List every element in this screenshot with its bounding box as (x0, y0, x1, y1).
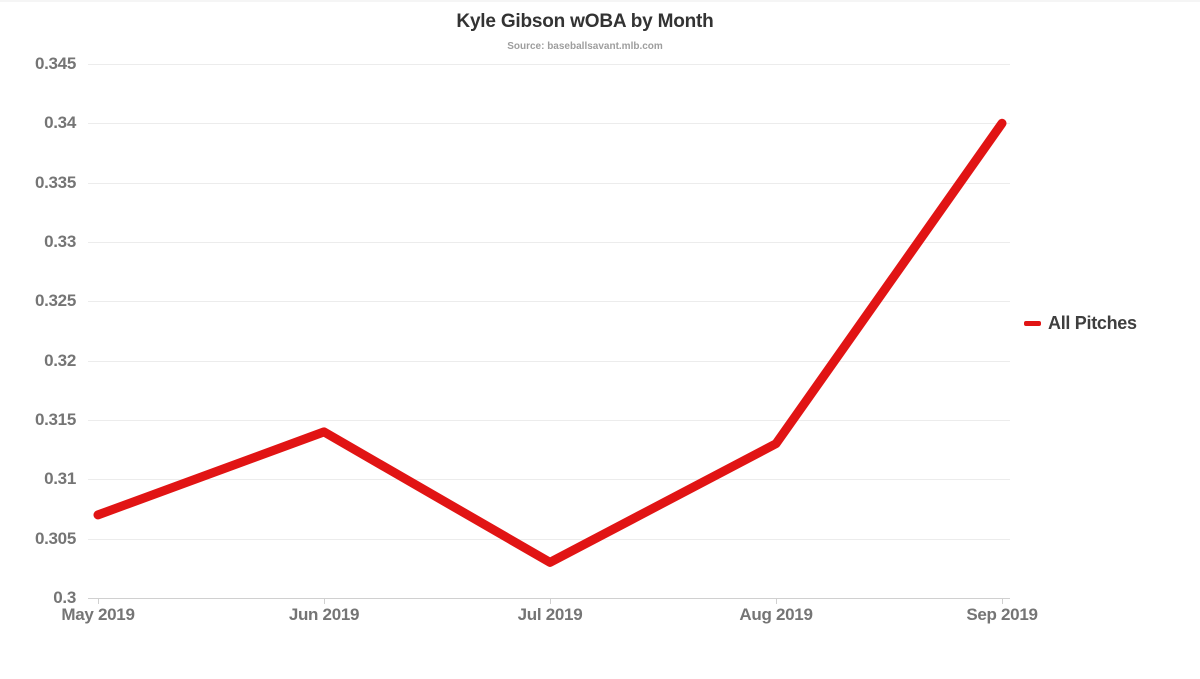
gridline (88, 360, 1010, 362)
x-axis-tick (550, 598, 551, 604)
y-axis-tick-label: 0.31 (44, 469, 76, 489)
x-axis-tick-label: Aug 2019 (739, 605, 813, 624)
y-axis-tick-label: 0.34 (44, 113, 76, 133)
y-axis-tick-label: 0.305 (34, 528, 76, 548)
series-line-all-pitches (93, 118, 1007, 567)
y-axis-tick-label: 0.345 (34, 54, 76, 73)
gridline (88, 242, 1010, 243)
gridline (88, 301, 1010, 303)
x-axis-tick (776, 598, 777, 604)
chart-title: Kyle Gibson wOBA by Month (456, 11, 714, 32)
gridline (88, 479, 1010, 481)
x-axis-tick (1002, 598, 1003, 604)
line-series-all-pitches (93, 118, 1007, 567)
x-axis-line (88, 598, 1010, 599)
x-axis-tick-label: Jul 2019 (517, 605, 583, 624)
y-axis-tick-label: 0.335 (34, 172, 76, 192)
gridline (88, 64, 1010, 65)
gridline (88, 123, 1010, 125)
y-axis-tick-label: 0.33 (44, 232, 76, 251)
plot-area (88, 64, 1010, 604)
gridline (88, 182, 1010, 184)
x-axis-tick (98, 598, 99, 604)
y-axis-tick-label: 0.3 (53, 588, 76, 607)
legend-dash-marker-icon (1024, 320, 1041, 326)
legend: All Pitches (1024, 312, 1137, 334)
y-axis-tick-label: 0.325 (34, 291, 76, 311)
gridline (88, 420, 1010, 421)
chart-source-subtitle: Source: baseballsavant.mlb.com (507, 41, 663, 52)
x-axis-tick-label: Jun 2019 (288, 605, 360, 624)
y-axis-tick-label: 0.32 (44, 350, 76, 370)
x-axis-tick-label: Sep 2019 (966, 605, 1038, 624)
gridline (88, 538, 1010, 540)
x-axis-tick-label: May 2019 (61, 605, 135, 624)
legend-item-label: All Pitches (1048, 312, 1137, 333)
y-axis-tick-label: 0.315 (34, 410, 76, 429)
x-axis-tick (324, 598, 325, 604)
